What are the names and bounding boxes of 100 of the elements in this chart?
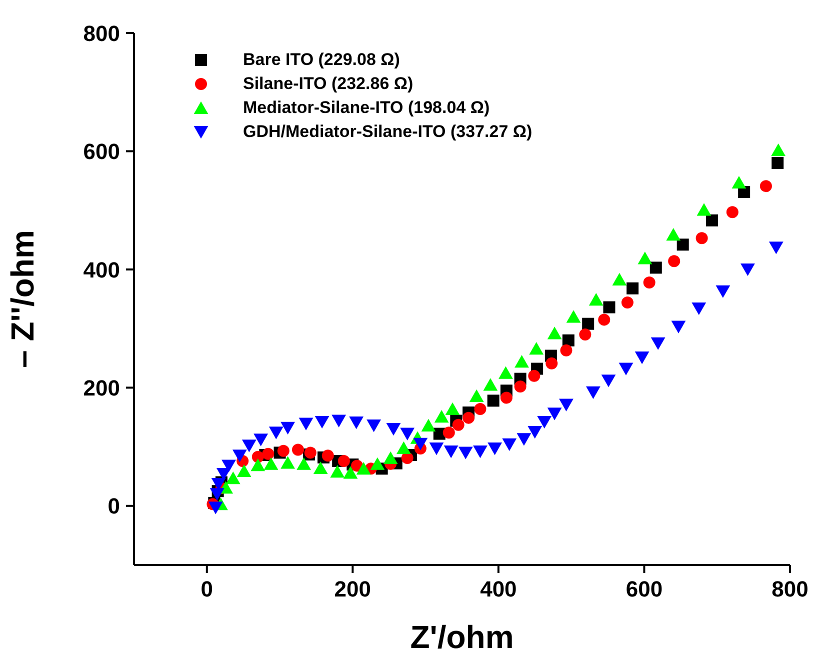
point: [626, 282, 639, 294]
point: [296, 457, 312, 470]
point: [370, 457, 385, 470]
point: [250, 458, 266, 472]
x-axis-title: Z'/ohm: [410, 619, 514, 655]
point: [487, 394, 500, 407]
point: [444, 446, 458, 458]
point: [634, 352, 650, 364]
point: [462, 412, 475, 424]
point: [268, 426, 284, 440]
point: [498, 366, 513, 379]
point: [643, 276, 656, 288]
point: [562, 334, 574, 346]
point: [400, 428, 415, 440]
point: [421, 418, 436, 432]
point: [338, 454, 350, 467]
y-tick-label: 0: [108, 494, 120, 519]
y-tick-label: 200: [83, 375, 120, 400]
point: [528, 370, 540, 382]
point: [579, 328, 592, 340]
point: [313, 461, 328, 474]
point: [771, 143, 786, 156]
point: [429, 442, 444, 456]
point: [676, 238, 689, 251]
x-tick-label: 0: [200, 576, 214, 602]
point: [292, 444, 304, 456]
legend-label: Mediator-Silane-ITO (198.04 Ω): [243, 98, 490, 118]
point: [232, 450, 247, 462]
point: [469, 389, 484, 402]
point: [666, 228, 681, 241]
point: [650, 337, 666, 350]
point: [458, 446, 473, 460]
y-tick-label: 800: [83, 20, 120, 46]
point: [706, 214, 718, 226]
legend-label: Bare ITO (229.08 Ω): [243, 50, 400, 70]
point: [529, 342, 544, 355]
point: [612, 272, 627, 286]
point: [768, 242, 784, 254]
point: [280, 422, 295, 434]
point: [474, 402, 486, 415]
point: [356, 462, 371, 475]
point: [601, 374, 616, 388]
point: [696, 203, 712, 216]
point: [500, 392, 512, 404]
point: [349, 416, 364, 430]
point: [254, 434, 268, 446]
point: [566, 310, 581, 323]
point: [452, 418, 464, 431]
point: [716, 285, 730, 298]
point: [650, 262, 662, 274]
point: [603, 301, 616, 314]
x-tick-label: 800: [772, 576, 808, 602]
point: [442, 426, 455, 439]
point: [618, 362, 634, 376]
point: [582, 318, 594, 330]
point: [586, 386, 600, 399]
point: [740, 263, 755, 276]
point: [298, 418, 314, 430]
point: [559, 398, 574, 412]
point: [598, 314, 610, 326]
point: [277, 444, 290, 457]
x-tick-label: 600: [626, 576, 663, 602]
point: [560, 344, 572, 356]
point: [488, 442, 502, 456]
point: [226, 472, 240, 484]
point: [516, 433, 532, 446]
point: [537, 416, 552, 429]
point: [280, 456, 295, 469]
point: [473, 446, 488, 458]
point: [547, 326, 562, 340]
point: [262, 448, 274, 460]
point: [242, 440, 256, 452]
point: [264, 457, 278, 470]
y-tick-label: 400: [83, 257, 120, 282]
point: [692, 302, 706, 316]
point: [322, 450, 334, 462]
point: [514, 380, 526, 392]
legend-label: Silane-ITO (232.86 Ω): [243, 74, 414, 94]
legend-label: GDH/Mediator-Silane-ITO (337.27 Ω): [243, 122, 532, 142]
point: [434, 410, 449, 423]
point: [314, 416, 330, 429]
point: [445, 402, 460, 415]
point: [638, 252, 652, 264]
x-tick-label: 400: [480, 576, 517, 602]
point: [396, 441, 411, 454]
point: [343, 466, 358, 479]
point: [236, 464, 252, 478]
point: [483, 378, 498, 391]
point: [671, 320, 686, 334]
point: [760, 180, 772, 192]
point: [696, 232, 708, 244]
point: [413, 438, 428, 450]
point: [330, 465, 345, 478]
point: [732, 176, 746, 189]
point: [588, 292, 604, 306]
point: [208, 502, 223, 514]
point: [366, 420, 382, 432]
x-tick-label: 200: [334, 576, 372, 602]
point: [547, 408, 562, 420]
point: [514, 355, 529, 368]
